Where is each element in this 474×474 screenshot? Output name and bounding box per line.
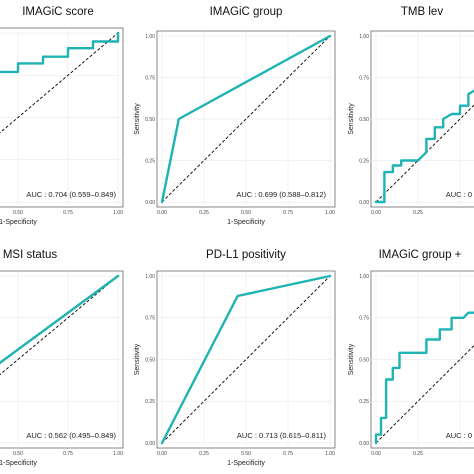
- x-tick-label: 0.50: [241, 210, 251, 216]
- x-tick-label: 0.75: [63, 210, 73, 216]
- x-tick-label: 0.25: [199, 451, 209, 457]
- y-tick-label: 0.50: [359, 357, 369, 363]
- x-tick-label: 0.75: [283, 451, 293, 457]
- x-axis-label: 1-Specificity: [227, 219, 265, 226]
- y-tick-label: 0.25: [359, 399, 369, 405]
- y-tick-label: 0.75: [145, 75, 155, 81]
- y-axis-label: Sensitivity: [348, 343, 355, 375]
- x-tick-label: 0.00: [157, 451, 167, 457]
- x-tick-label: 0.00: [371, 451, 381, 457]
- auc-label: AUC : 0.562 (0.495–0.849): [26, 431, 116, 440]
- y-tick-label: 0.00: [359, 441, 369, 447]
- roc-curve: [160, 34, 332, 204]
- auc-label: AUC : 0.704 (0.559–0.849): [26, 190, 116, 199]
- y-tick-label: 1.00: [145, 34, 155, 40]
- y-tick-label: 0.00: [145, 441, 155, 447]
- chance-diagonal: [0, 275, 119, 376]
- x-axis-label: 1-Specificity: [227, 460, 265, 467]
- y-tick-label: 0.25: [145, 399, 155, 405]
- x-tick-label: 0.00: [157, 210, 167, 216]
- chance-diagonal: [0, 32, 119, 134]
- x-tick-label: 1.00: [113, 451, 123, 457]
- auc-label: AUC : 0.713 (0.615–0.811): [237, 431, 327, 440]
- x-tick-label: 0.25: [413, 210, 423, 216]
- panel-title: IMAGiC group +: [379, 249, 462, 261]
- y-tick-label: 0.75: [359, 75, 369, 81]
- x-axis-label: 1-Specificity: [0, 219, 37, 226]
- y-tick-label: 1.00: [359, 34, 369, 40]
- y-axis-label: Sensitivity: [134, 103, 141, 135]
- y-tick-label: 0.00: [145, 200, 155, 206]
- panel-title: IMAGiC score: [22, 6, 94, 18]
- panel-title: PD-L1 positivity: [206, 249, 286, 261]
- y-tick-label: 0.25: [145, 158, 155, 164]
- x-tick-label: 0.50: [241, 451, 251, 457]
- panel-title: TMB lev: [401, 6, 443, 18]
- roc-panel-4: 0.50 0.75 1.00 1-Specificity AUC : 0.562 (0.…: [0, 249, 124, 467]
- chance-diagonal: [161, 35, 331, 203]
- x-tick-label: 1.00: [325, 210, 335, 216]
- y-tick-label: 0.75: [359, 316, 369, 322]
- x-tick-label: 1.00: [325, 451, 335, 457]
- roc-panel-2: 0.00 0.25 0.50 0.75 1.00 0.00 0.25 0.50 0.75 1.00…: [134, 6, 336, 226]
- y-tick-label: 0.50: [145, 117, 155, 123]
- roc-panel-1: 0.50 0.75 1.00 1-Specificity AUC : 0.704 (0.…: [0, 6, 124, 226]
- roc-curve: [374, 89, 474, 204]
- y-tick-label: 0.50: [145, 357, 155, 363]
- roc-panel-6: 0.00 0.25 0.00 0.25 0.50 0.75 1.00 Sensitivity A…: [348, 249, 474, 457]
- roc-curve: [160, 274, 332, 445]
- x-tick-label: 0.25: [199, 210, 209, 216]
- y-tick-label: 0.75: [145, 316, 155, 322]
- x-tick-label: 0.50: [13, 451, 23, 457]
- roc-curve: [0, 274, 120, 365]
- auc-label: AUC : 0: [446, 431, 472, 440]
- chance-diagonal: [161, 275, 331, 444]
- panel-title: IMAGiC group: [210, 6, 283, 18]
- x-tick-label: 0.75: [283, 210, 293, 216]
- x-tick-label: 0.75: [63, 451, 73, 457]
- roc-panel-3: 0.00 0.25 0.00 0.25 0.50 0.75 1.00 Sensitivity A…: [348, 6, 474, 216]
- y-axis-label: Sensitivity: [348, 103, 355, 135]
- x-tick-label: 0.50: [13, 210, 23, 216]
- x-tick-label: 0.25: [413, 451, 423, 457]
- y-axis-label: Sensitivity: [134, 343, 141, 375]
- auc-label: AUC : 0.699 (0.588–0.812): [236, 190, 326, 199]
- x-axis-label: 1-Specificity: [0, 460, 37, 467]
- y-tick-label: 1.00: [145, 274, 155, 280]
- roc-panel-5: 0.00 0.25 0.50 0.75 1.00 0.00 0.25 0.50 0.75 1.00…: [134, 249, 336, 467]
- panel-title: MSI status: [3, 249, 58, 261]
- roc-curve: [374, 311, 474, 445]
- auc-label: AUC : 0: [446, 190, 472, 199]
- y-tick-label: 0.25: [359, 158, 369, 164]
- x-tick-label: 1.00: [113, 210, 123, 216]
- roc-curve: [0, 31, 120, 74]
- y-tick-label: 0.50: [359, 117, 369, 123]
- x-tick-label: 0.00: [371, 210, 381, 216]
- y-tick-label: 0.00: [359, 200, 369, 206]
- y-tick-label: 1.00: [359, 274, 369, 280]
